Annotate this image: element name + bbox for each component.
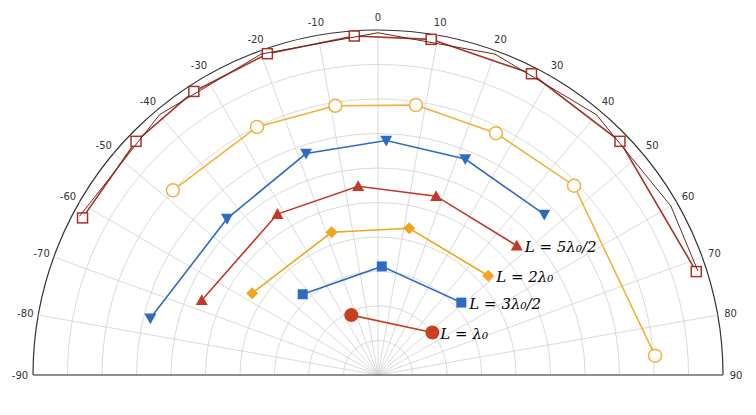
svg-text:70: 70 [708, 248, 721, 259]
svg-text:-20: -20 [247, 34, 263, 45]
svg-text:L = 2λ₀: L = 2λ₀ [495, 268, 553, 286]
svg-text:20: 20 [494, 34, 507, 45]
svg-text:-70: -70 [33, 248, 49, 259]
svg-text:60: 60 [682, 191, 695, 202]
svg-text:90: 90 [730, 370, 743, 381]
svg-text:-30: -30 [191, 60, 207, 71]
svg-text:40: 40 [602, 96, 615, 107]
svg-text:0: 0 [375, 12, 381, 23]
svg-text:10: 10 [434, 17, 447, 28]
svg-text:-10: -10 [308, 17, 324, 28]
svg-text:50: 50 [646, 140, 659, 151]
svg-text:-90: -90 [12, 370, 28, 381]
svg-text:L = λ₀: L = λ₀ [439, 325, 488, 343]
svg-text:80: 80 [724, 308, 737, 319]
svg-text:-80: -80 [17, 308, 33, 319]
svg-text:L = 3λ₀/2: L = 3λ₀/2 [468, 295, 541, 313]
svg-text:L = 5λ₀/2: L = 5λ₀/2 [524, 238, 597, 256]
svg-text:30: 30 [551, 60, 564, 71]
svg-text:-60: -60 [60, 191, 76, 202]
svg-text:-50: -50 [96, 140, 112, 151]
svg-text:-40: -40 [140, 96, 156, 107]
